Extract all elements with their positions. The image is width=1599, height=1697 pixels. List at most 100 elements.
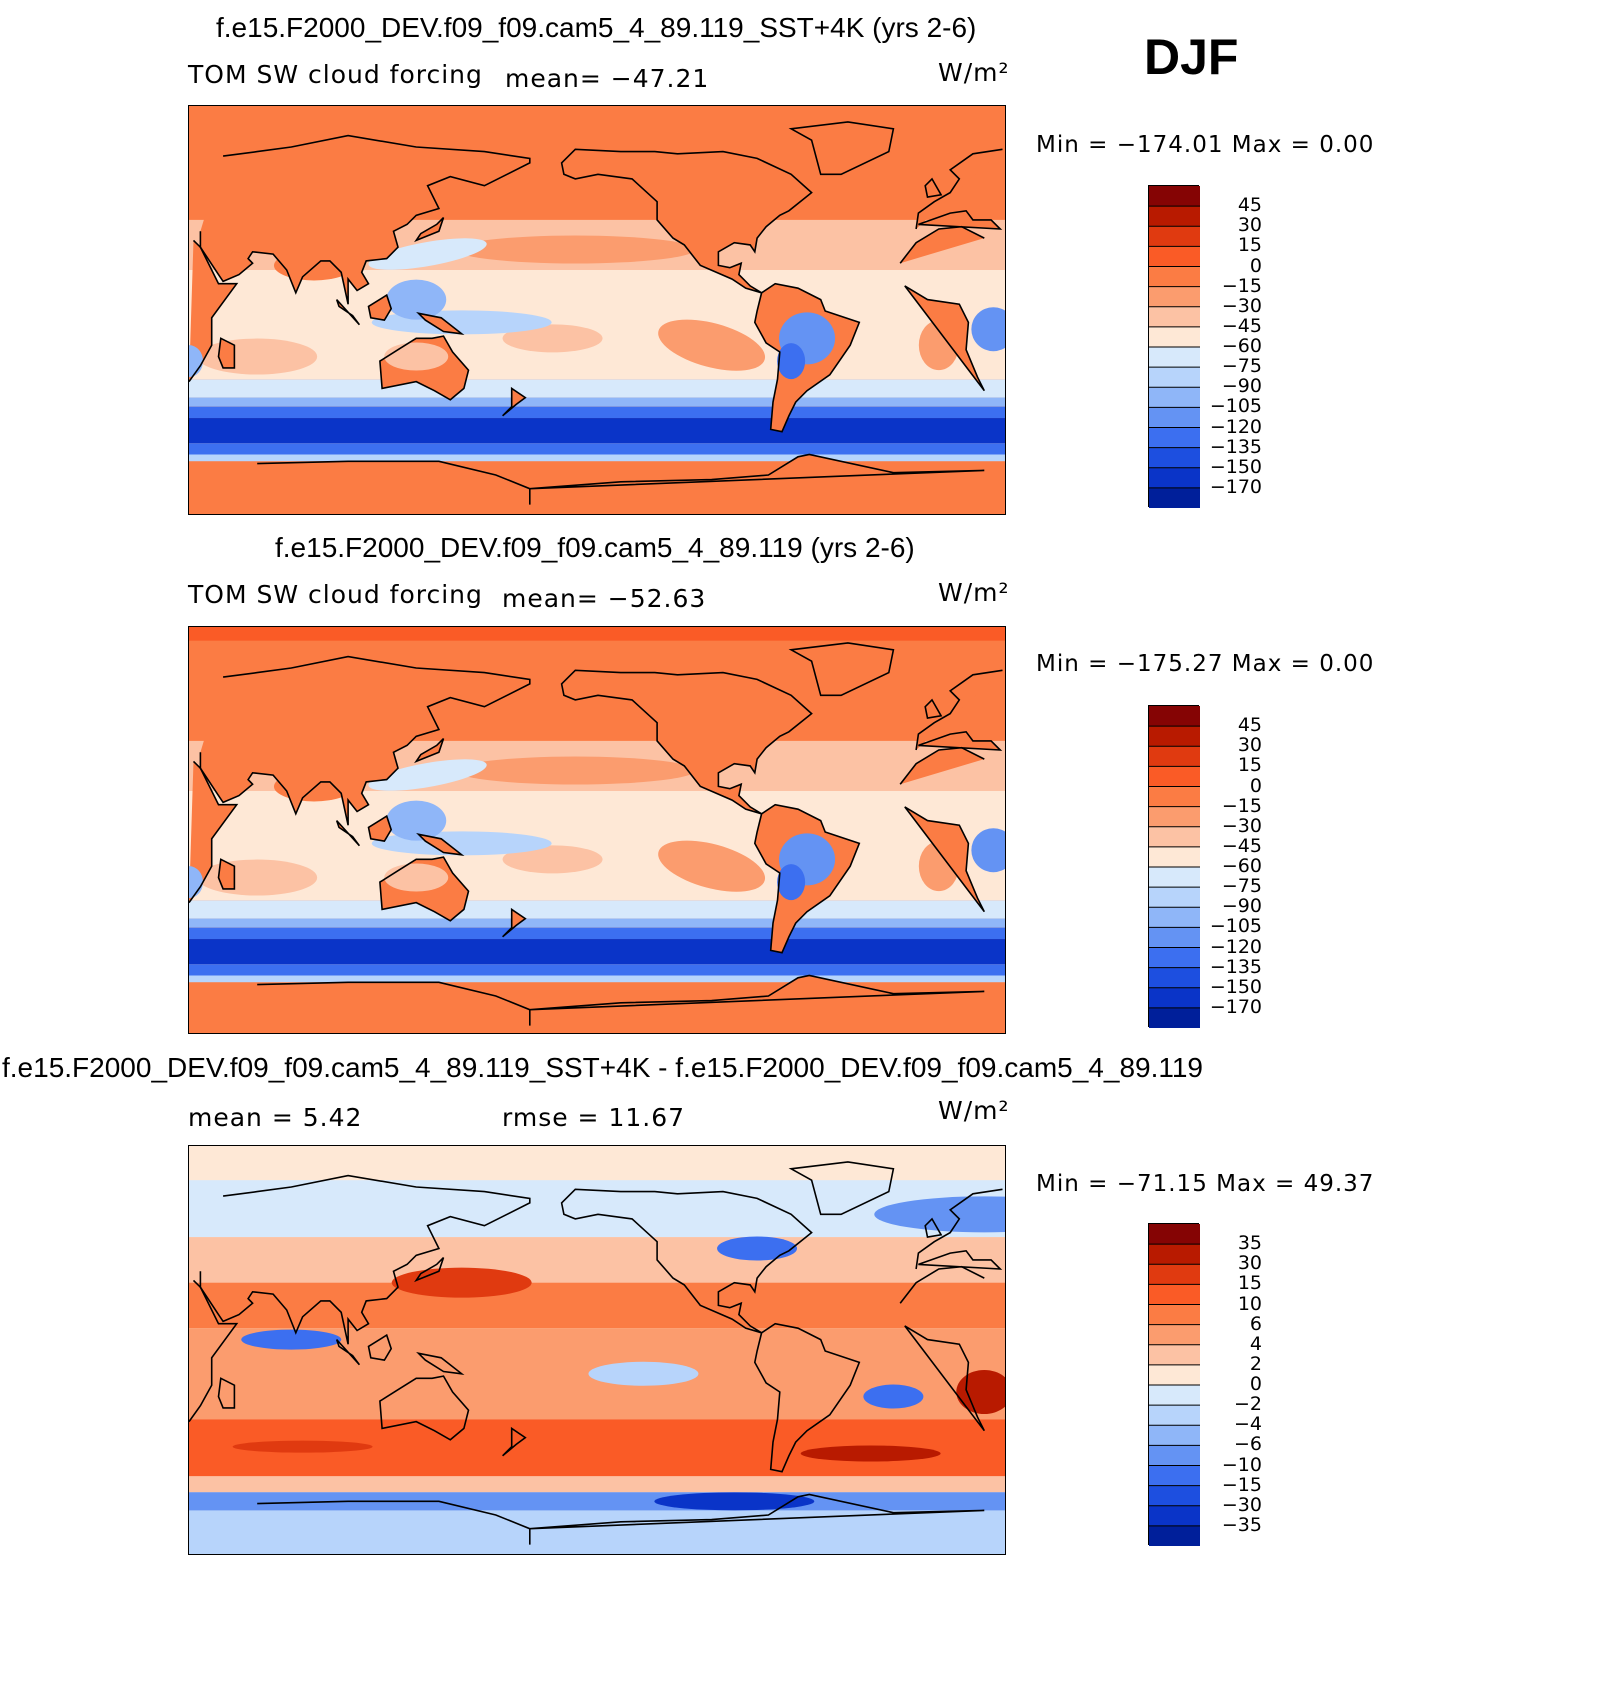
colorbar-swatch	[1149, 706, 1200, 727]
colorbar-swatch	[1149, 347, 1200, 368]
colorbar-tick-label: 15	[1237, 234, 1262, 257]
colorbar-tick-label: −120	[1209, 935, 1262, 958]
colorbar-swatch	[1149, 487, 1200, 508]
coastline	[335, 820, 361, 847]
storm-track-band	[189, 975, 1005, 983]
colorbar-swatch	[1149, 887, 1200, 908]
panel-3-title: f.e15.F2000_DEV.f09_f09.cam5_4_89.119_SS…	[2, 1052, 1204, 1083]
panel-1-title: f.e15.F2000_DEV.f09_f09.cam5_4_89.119_SS…	[216, 12, 977, 43]
coastline	[189, 746, 986, 913]
panel-2-variable-label: TOM SW cloud forcing	[188, 580, 483, 609]
field-region	[273, 250, 354, 281]
coastline	[788, 1161, 895, 1216]
field-region	[197, 859, 318, 896]
colorbar-swatch	[1149, 967, 1200, 989]
coastline	[416, 833, 465, 856]
colorbar-tick-label: −30	[1221, 1493, 1262, 1516]
colorbar-swatch	[1149, 867, 1200, 888]
coastline	[335, 1339, 361, 1366]
colorbar-tick-label: 0	[1249, 774, 1262, 797]
coastline	[788, 642, 895, 697]
colorbar-swatch	[1149, 1224, 1200, 1245]
coastline	[379, 335, 470, 401]
field-region	[189, 345, 203, 378]
field-region	[800, 1445, 941, 1462]
colorbar-tick-label: −105	[1209, 395, 1262, 418]
field-region	[777, 343, 806, 380]
colorbar-tick-label: −10	[1221, 1453, 1262, 1476]
colorbar-tick-label: −170	[1209, 475, 1262, 498]
field-region	[455, 235, 696, 264]
field-region	[588, 1361, 699, 1386]
land-fill	[218, 859, 235, 889]
land-fill	[502, 909, 526, 937]
storm-track-band	[189, 964, 1005, 976]
colorbar-tick-label: −15	[1221, 274, 1262, 297]
field-region	[654, 1492, 815, 1511]
colorbar-tick-label: 30	[1237, 734, 1262, 757]
colorbar-swatch	[1149, 1445, 1200, 1466]
colorbar-swatch	[1149, 387, 1200, 408]
colorbar-swatch	[1149, 1425, 1200, 1446]
colorbar-tick-label: −105	[1209, 915, 1262, 938]
field-region	[455, 756, 696, 785]
land-fill	[925, 699, 942, 719]
coastline	[199, 134, 1003, 305]
antarctic-band	[189, 461, 1005, 514]
subtropical-band	[189, 1282, 1005, 1329]
coastline	[367, 293, 393, 321]
colorbar-tick-label: 6	[1249, 1312, 1262, 1335]
colorbar-swatch	[1149, 467, 1200, 489]
storm-track-band	[189, 918, 1005, 928]
colorbar-swatch	[1149, 746, 1200, 767]
coastline	[199, 655, 1003, 826]
colorbar-tick-label: −60	[1221, 335, 1262, 357]
coastline	[560, 1188, 813, 1334]
land-fill	[561, 670, 812, 814]
coastline	[414, 217, 445, 243]
coastline	[217, 1377, 236, 1409]
storm-track-band	[189, 406, 1005, 419]
field-region	[658, 840, 766, 892]
coastline	[502, 386, 527, 417]
land-fill	[925, 178, 942, 198]
field-region	[971, 828, 1005, 873]
colorbar-swatch	[1149, 846, 1200, 868]
coastline	[560, 148, 813, 294]
colorbar-swatch	[1149, 987, 1200, 1009]
panel-1-minmax: Min = −174.01 Max = 0.00	[1036, 132, 1375, 158]
coastline	[367, 814, 393, 842]
colorbar-swatch	[1149, 367, 1200, 388]
colorbar-swatch	[1149, 286, 1200, 308]
colorbar-swatch	[1149, 1304, 1200, 1326]
colorbar-swatch	[1149, 427, 1200, 449]
storm-track-band	[189, 454, 1005, 462]
colorbar-swatch	[1149, 1264, 1200, 1285]
coastline	[367, 1333, 393, 1361]
panel-3-map	[188, 1145, 1006, 1555]
coastline	[924, 698, 943, 720]
land-fill	[502, 388, 526, 416]
colorbar-swatch	[1149, 1465, 1200, 1487]
colorbar-tick-label: −150	[1209, 455, 1262, 478]
coastline	[257, 1493, 985, 1545]
panel-3-rmse-label: rmse = 11.67	[502, 1103, 686, 1132]
colorbar-tick-label: −30	[1221, 814, 1262, 837]
field-region	[384, 863, 449, 892]
land-fill	[218, 338, 235, 368]
colorbar-tick-label: −15	[1221, 1473, 1262, 1496]
colorbar-swatch	[1149, 246, 1200, 267]
coastline	[217, 858, 236, 890]
field-region	[874, 1196, 1005, 1233]
colorbar-tick-label: 45	[1237, 714, 1262, 737]
colorbar-swatch	[1149, 806, 1200, 828]
colorbar-tick-label: −170	[1209, 995, 1262, 1018]
field-region	[502, 845, 603, 874]
panel-2-units: W/m²	[938, 578, 1010, 607]
field-region	[956, 1370, 1005, 1414]
panel-1-map	[188, 105, 1006, 515]
panel-2-title: f.e15.F2000_DEV.f09_f09.cam5_4_89.119 (y…	[275, 532, 915, 563]
colorbar-tick-label: 45	[1237, 194, 1262, 217]
land-fill	[418, 834, 462, 855]
coastline	[924, 177, 943, 199]
